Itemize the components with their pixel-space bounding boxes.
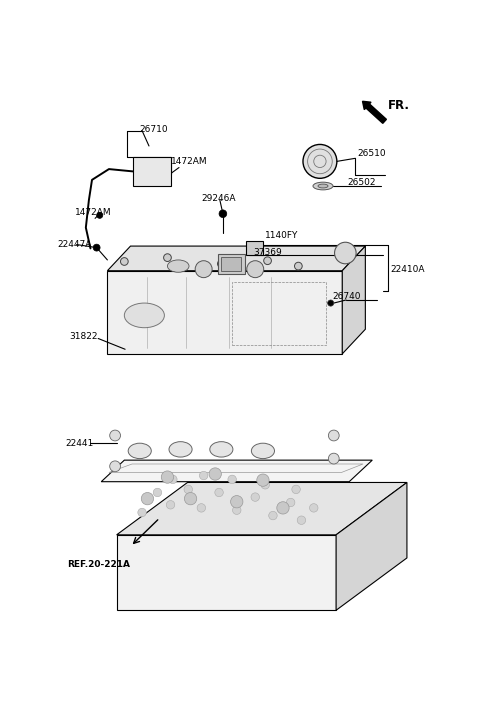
Bar [221, 257, 241, 271]
Circle shape [335, 242, 356, 263]
Text: 22447A: 22447A [57, 240, 92, 249]
Text: 26502: 26502 [348, 178, 376, 188]
Circle shape [141, 493, 154, 505]
Circle shape [215, 488, 223, 497]
Text: 26740: 26740 [332, 292, 361, 301]
Bar [246, 241, 263, 255]
Text: 29246A: 29246A [201, 194, 236, 203]
Polygon shape [108, 246, 365, 271]
Polygon shape [108, 271, 342, 354]
Circle shape [219, 210, 227, 218]
Circle shape [217, 260, 225, 268]
Circle shape [209, 468, 221, 480]
Circle shape [257, 474, 269, 486]
Polygon shape [101, 460, 372, 482]
Circle shape [110, 461, 120, 472]
Circle shape [261, 480, 269, 489]
Circle shape [303, 145, 337, 178]
Circle shape [184, 485, 192, 493]
Ellipse shape [210, 442, 233, 457]
Circle shape [328, 300, 334, 306]
Text: 37369: 37369 [254, 248, 282, 257]
Circle shape [228, 475, 236, 483]
Polygon shape [336, 483, 407, 610]
Ellipse shape [318, 184, 328, 188]
Circle shape [138, 508, 146, 517]
Circle shape [297, 516, 306, 524]
Ellipse shape [313, 182, 333, 190]
Circle shape [328, 430, 339, 441]
Circle shape [195, 261, 212, 278]
Circle shape [120, 258, 128, 266]
Circle shape [166, 500, 175, 509]
Ellipse shape [252, 443, 275, 459]
Bar [232, 281, 326, 344]
Text: FR.: FR. [388, 100, 409, 112]
Text: 22410A: 22410A [391, 265, 425, 274]
Text: 26710: 26710 [140, 125, 168, 134]
Circle shape [161, 471, 174, 483]
Circle shape [93, 244, 100, 251]
Circle shape [295, 262, 302, 270]
Text: 22441: 22441 [65, 439, 93, 448]
Circle shape [153, 488, 162, 497]
Circle shape [269, 511, 277, 520]
Bar [133, 157, 171, 186]
Text: 1140FY: 1140FY [265, 231, 299, 240]
Circle shape [247, 261, 264, 278]
Ellipse shape [128, 443, 151, 459]
Text: 26510: 26510 [358, 149, 386, 158]
Ellipse shape [168, 260, 189, 272]
Circle shape [184, 493, 197, 505]
Text: 1472AM: 1472AM [75, 208, 112, 217]
Circle shape [230, 495, 243, 508]
Circle shape [292, 485, 300, 493]
Polygon shape [117, 483, 407, 535]
Circle shape [277, 502, 289, 514]
Polygon shape [117, 535, 336, 610]
Ellipse shape [169, 442, 192, 457]
Circle shape [199, 471, 208, 480]
Circle shape [164, 253, 171, 261]
Circle shape [168, 475, 177, 483]
Circle shape [310, 503, 318, 512]
Bar [217, 253, 245, 274]
Circle shape [232, 506, 241, 514]
Text: 31822: 31822 [69, 332, 97, 342]
Polygon shape [342, 246, 365, 354]
Circle shape [328, 453, 339, 464]
Circle shape [96, 212, 103, 218]
Circle shape [264, 257, 271, 264]
Text: REF.20-221A: REF.20-221A [67, 560, 131, 569]
Circle shape [287, 498, 295, 507]
Circle shape [197, 503, 205, 512]
Circle shape [251, 493, 260, 501]
Circle shape [110, 430, 120, 441]
Ellipse shape [124, 303, 164, 328]
Text: 1472AM: 1472AM [170, 157, 207, 166]
FancyArrow shape [362, 101, 386, 123]
